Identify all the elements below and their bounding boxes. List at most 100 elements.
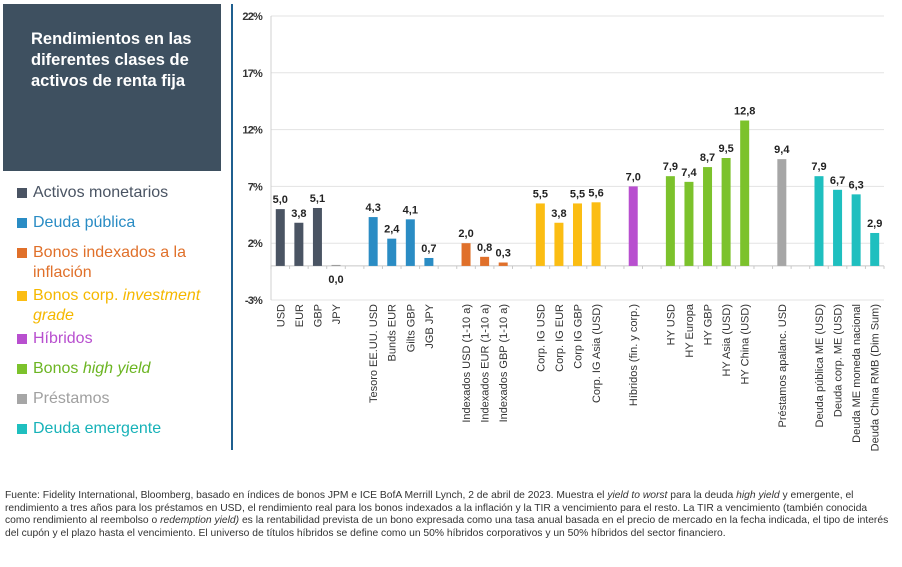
legend-item: Deuda emergente xyxy=(17,419,237,439)
legend-label: Bonos indexados a la inflación xyxy=(33,244,186,281)
data-label: 4,1 xyxy=(403,204,418,216)
bar xyxy=(721,158,731,266)
x-tick-label: HY China (USD) xyxy=(740,304,752,385)
legend-item: Bonos high yield xyxy=(17,359,237,379)
title-panel: Rendimientos en las diferentes clases de… xyxy=(3,4,221,171)
data-label: 5,5 xyxy=(533,188,548,200)
bar xyxy=(833,189,843,266)
legend-label: Activos monetarios xyxy=(33,184,169,201)
x-tick-label: Indexados EUR (1-10 a) xyxy=(480,304,492,423)
x-tick-label: Indexados USD (1-10 a) xyxy=(461,304,473,423)
data-label: 9,5 xyxy=(718,143,733,155)
bar xyxy=(628,186,638,266)
legend-label: Bonos corp. investment grade xyxy=(33,287,201,324)
x-tick-label: Corp IG GBP xyxy=(573,304,585,369)
footnote-text: para la deuda xyxy=(667,490,737,501)
y-tick-label: -3% xyxy=(245,295,263,307)
data-label: 3,8 xyxy=(551,208,566,220)
data-label: 2,9 xyxy=(867,218,882,230)
legend-label: Deuda emergente xyxy=(33,420,162,437)
bar xyxy=(480,256,490,266)
x-tick-label: USD xyxy=(275,304,287,327)
legend-label: Préstamos xyxy=(33,390,110,407)
legend-item: Activos monetarios xyxy=(17,183,237,203)
x-tick-label: Corp. IG USD xyxy=(535,304,547,372)
bar xyxy=(554,222,564,266)
x-tick-label: JGB JPY xyxy=(424,303,436,348)
bar xyxy=(814,176,824,266)
legend-label: Bonos high yield xyxy=(33,360,151,377)
bar xyxy=(405,219,415,266)
x-tick-label: GBP xyxy=(312,304,324,327)
legend-item: Bonos corp. investment grade xyxy=(17,286,243,326)
x-tick-label: Indexados GBP (1-10 a) xyxy=(498,304,510,422)
bar xyxy=(424,257,434,266)
x-tick-label: Bunds EUR xyxy=(387,304,399,362)
legend-swatch xyxy=(17,248,27,258)
legend-item: Deuda pública xyxy=(17,213,237,233)
data-label: 5,0 xyxy=(273,194,288,206)
divider-line xyxy=(231,4,233,450)
data-label: 8,7 xyxy=(700,152,715,164)
footnote-text: y emergente, el rendimiento a tres años … xyxy=(5,490,868,527)
legend-swatch xyxy=(17,291,27,301)
footnote-text: es la rentabilidad prevista de un bono e… xyxy=(5,515,889,539)
data-label: 0,8 xyxy=(477,242,492,254)
bar xyxy=(740,120,750,266)
bar xyxy=(275,209,285,266)
legend-swatch xyxy=(17,394,27,404)
bar xyxy=(387,238,397,266)
bar xyxy=(573,203,582,266)
x-tick-label: Corp. IG Asia (USD) xyxy=(591,304,603,403)
bar xyxy=(312,207,322,266)
y-tick-label: 2% xyxy=(248,238,263,250)
data-label: 0,7 xyxy=(421,243,436,255)
data-label: 9,4 xyxy=(774,144,790,156)
footnote: Fuente: Fidelity International, Bloomber… xyxy=(5,490,895,540)
data-label: 7,0 xyxy=(626,171,641,183)
bar xyxy=(703,167,713,266)
x-tick-label: Híbridos (fin. y corp.) xyxy=(628,304,640,406)
x-tick-label: EUR xyxy=(294,304,306,327)
legend-label: Deuda pública xyxy=(33,214,136,231)
x-tick-label: Deuda corp. ME (USD) xyxy=(833,304,845,417)
bar xyxy=(870,232,880,266)
data-label: 7,9 xyxy=(811,161,826,173)
data-label: 12,8 xyxy=(734,106,755,118)
bar xyxy=(294,222,304,266)
x-tick-label: HY Asia (USD) xyxy=(721,304,733,377)
legend-swatch xyxy=(17,424,27,434)
legend-item: Bonos indexados a la inflación xyxy=(17,243,233,283)
legend-item: Híbridos xyxy=(17,329,237,349)
bar xyxy=(461,243,471,266)
x-tick-label: Préstamos apalanc. USD xyxy=(777,304,789,428)
x-tick-label: HY GBP xyxy=(703,304,715,345)
data-label: 6,7 xyxy=(830,175,845,187)
data-label: 6,3 xyxy=(848,179,863,191)
y-tick-label: 12% xyxy=(242,125,263,137)
legend-swatch xyxy=(17,218,27,228)
legend-label: Híbridos xyxy=(33,330,93,347)
bar-chart: -3% 2% 7% 12% 17% 22% 5,0 USD 3,8 EUR 5,1 GBP 0,0 JPY… xyxy=(242,11,885,451)
data-label: 5,5 xyxy=(570,188,585,200)
legend-swatch xyxy=(17,364,27,374)
x-tick-label: Tesoro EE.UU. USD xyxy=(368,304,380,403)
x-tick-label: JPY xyxy=(331,303,343,324)
footnote-text: high yield xyxy=(736,490,780,501)
bar xyxy=(368,217,378,266)
data-label: 0,3 xyxy=(496,248,511,260)
data-label: 0,0 xyxy=(328,274,343,286)
data-label: 5,1 xyxy=(310,193,325,205)
data-label: 3,8 xyxy=(291,208,306,220)
x-tick-label: Deuda China RMB (Dim Sum) xyxy=(870,304,882,451)
legend: Activos monetarios Deuda pública Bonos ind… xyxy=(17,183,237,449)
x-tick-label: HY Europa xyxy=(684,303,696,357)
bar xyxy=(665,176,675,266)
data-label: 7,4 xyxy=(681,167,697,179)
legend-swatch xyxy=(17,334,27,344)
bar xyxy=(591,202,601,266)
data-label: 2,4 xyxy=(384,224,400,236)
chart-title: Rendimientos en las diferentes clases de… xyxy=(31,30,192,90)
bar xyxy=(498,262,508,266)
x-tick-label: HY USD xyxy=(665,304,677,345)
